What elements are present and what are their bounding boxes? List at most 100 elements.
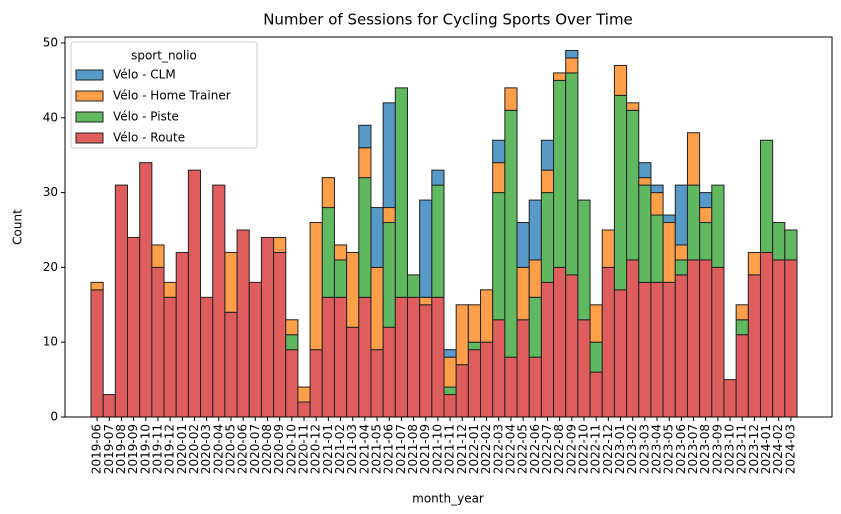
bar-segment	[212, 184, 226, 418]
bar-segment	[699, 192, 713, 209]
bar-segment	[577, 199, 591, 321]
x-tick-label: 2023-05	[662, 424, 676, 474]
bar-segment	[686, 184, 701, 261]
bar-segment	[443, 394, 457, 418]
legend-swatch	[75, 132, 104, 144]
bar-segment	[662, 222, 676, 283]
x-tick-label: 2020-05	[223, 424, 237, 474]
bar-segment	[699, 222, 713, 261]
x-tick-label: 2022-07	[540, 424, 554, 474]
bar-segment	[273, 251, 287, 418]
x-tick-label: 2022-04	[503, 424, 517, 474]
x-tick-label: 2022-09	[564, 424, 578, 474]
bar-segment	[200, 296, 214, 418]
bar-segment	[163, 296, 177, 418]
bar-segment	[333, 244, 348, 261]
x-tick-label: 2020-02	[187, 424, 201, 474]
legend-swatch	[75, 111, 104, 123]
bar-segment	[480, 289, 494, 343]
x-tick-label: 2022-03	[491, 424, 505, 474]
legend-swatch	[75, 69, 104, 81]
x-tick-label: 2022-06	[528, 424, 542, 474]
bar-segment	[175, 251, 189, 418]
bar-segment	[638, 184, 652, 283]
legend-label: Vélo - Route	[113, 131, 185, 145]
bar-segment	[273, 236, 287, 253]
bar-segment	[528, 356, 542, 418]
bar-segment	[467, 349, 482, 418]
x-tick-label: 2019-12	[163, 424, 177, 474]
bar-segment	[674, 184, 688, 246]
bar-segment	[321, 296, 335, 418]
bar-segment	[504, 356, 518, 418]
bar-segment	[747, 274, 761, 418]
bar-segment	[382, 222, 396, 328]
bar-segment	[431, 184, 445, 298]
bar-segment	[480, 341, 494, 418]
bar-segment	[553, 79, 567, 268]
bar-segment	[674, 259, 688, 276]
bar-segment	[406, 296, 421, 418]
bar-segment	[443, 356, 457, 388]
bar-segment	[236, 229, 250, 418]
legend-box	[70, 41, 258, 149]
bar-segment	[638, 281, 652, 418]
legend-label: Vélo - Piste	[113, 110, 179, 124]
bar-segment	[333, 296, 348, 418]
bar-segment	[772, 259, 786, 418]
bar-segment	[650, 192, 664, 216]
y-axis-label: Count	[11, 209, 25, 245]
x-tick-label: 2019-09	[126, 424, 140, 474]
bar-segment	[516, 266, 530, 321]
x-tick-label: 2023-02	[625, 424, 639, 474]
bar-segment	[540, 139, 555, 171]
bar-segment	[224, 311, 238, 418]
bar-segment	[747, 251, 761, 276]
bar-segment	[528, 259, 542, 298]
bar-segment	[565, 72, 579, 276]
y-tick-label: 50	[43, 35, 58, 49]
bar-segment	[565, 57, 579, 74]
bar-segment	[321, 207, 335, 298]
bar-segment	[589, 304, 603, 343]
x-tick-label: 2021-07	[394, 424, 408, 474]
bar-segment	[151, 244, 165, 268]
bar-segment	[504, 87, 518, 111]
x-tick-label: 2023-01	[613, 424, 627, 474]
bar-segment	[285, 334, 299, 351]
x-tick-label: 2020-07	[248, 424, 262, 474]
bar-segment	[540, 281, 555, 418]
bar-segment	[224, 251, 238, 313]
x-axis-label: month_year	[412, 492, 484, 506]
x-tick-label: 2022-11	[589, 424, 603, 474]
bar-segment	[370, 207, 384, 268]
bar-segment	[723, 379, 737, 418]
bar-segment	[540, 192, 555, 283]
legend-label: Vélo - CLM	[113, 68, 176, 82]
bar-segment	[577, 319, 591, 418]
x-tick-label: 2020-01	[175, 424, 189, 474]
bar-segment	[406, 274, 421, 298]
bar-segment	[127, 236, 141, 418]
x-tick-label: 2020-10	[284, 424, 298, 474]
bar-segment	[431, 169, 445, 186]
x-tick-label: 2023-12	[747, 424, 761, 474]
bar-segment	[394, 87, 408, 298]
x-tick-label: 2020-12	[309, 424, 323, 474]
bar-segment	[759, 139, 774, 253]
bar-segment	[784, 229, 798, 261]
bar-segment	[686, 259, 701, 418]
x-tick-label: 2022-01	[467, 424, 481, 474]
bar-segment	[346, 326, 360, 418]
x-tick-label: 2020-04	[211, 424, 225, 474]
bar-segment	[601, 266, 615, 418]
chart-title: Number of Sessions for Cycling Sports Ov…	[263, 11, 633, 29]
bar-segment	[735, 319, 749, 336]
bar-segment	[772, 222, 786, 261]
x-tick-label: 2020-06	[236, 424, 250, 474]
bar-segment	[285, 349, 299, 418]
x-tick-label: 2022-05	[516, 424, 530, 474]
bar-segment	[492, 139, 506, 164]
bar-segment	[565, 274, 579, 418]
